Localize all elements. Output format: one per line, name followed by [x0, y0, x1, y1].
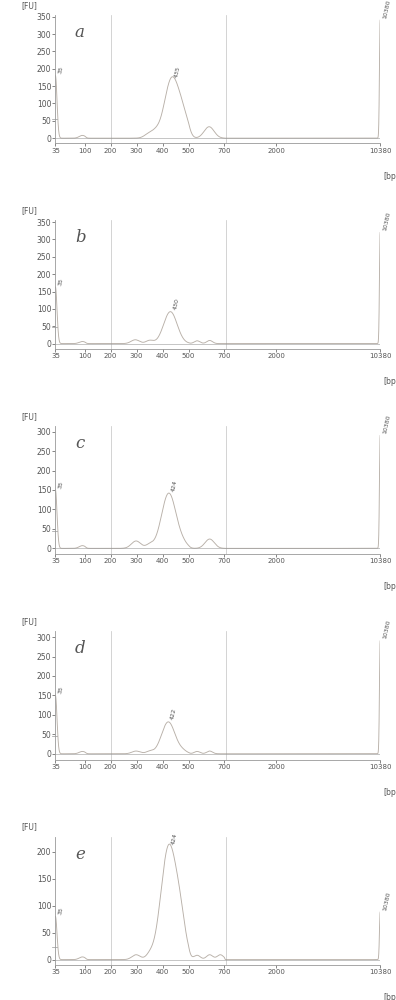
- Text: 10380: 10380: [382, 0, 391, 19]
- Text: [FU]: [FU]: [21, 617, 37, 626]
- Text: 35: 35: [57, 480, 64, 489]
- Text: [bp]: [bp]: [383, 172, 396, 181]
- Text: 10380: 10380: [382, 891, 391, 911]
- Text: 35: 35: [57, 685, 64, 694]
- Text: 424: 424: [171, 832, 178, 845]
- Text: c: c: [75, 435, 84, 452]
- Text: 430: 430: [172, 298, 180, 310]
- Text: d: d: [75, 640, 86, 657]
- Text: [FU]: [FU]: [21, 1, 37, 10]
- Text: 35: 35: [57, 277, 64, 286]
- Text: [bp]: [bp]: [383, 993, 396, 1000]
- Text: 10380: 10380: [382, 620, 391, 640]
- Text: 435: 435: [173, 65, 181, 78]
- Text: b: b: [75, 229, 86, 246]
- Text: 424: 424: [171, 479, 178, 492]
- Text: [bp]: [bp]: [383, 582, 396, 591]
- Text: e: e: [75, 846, 85, 863]
- Text: 422: 422: [170, 708, 178, 721]
- Text: 35: 35: [57, 66, 64, 74]
- Text: [FU]: [FU]: [21, 206, 37, 215]
- Text: [bp]: [bp]: [383, 788, 396, 797]
- Text: [FU]: [FU]: [21, 412, 37, 421]
- Text: [bp]: [bp]: [383, 377, 396, 386]
- Text: 35: 35: [57, 906, 64, 915]
- Text: 10380: 10380: [382, 414, 391, 434]
- Text: 10380: 10380: [382, 211, 391, 231]
- Text: a: a: [75, 24, 85, 41]
- Text: [FU]: [FU]: [21, 822, 37, 831]
